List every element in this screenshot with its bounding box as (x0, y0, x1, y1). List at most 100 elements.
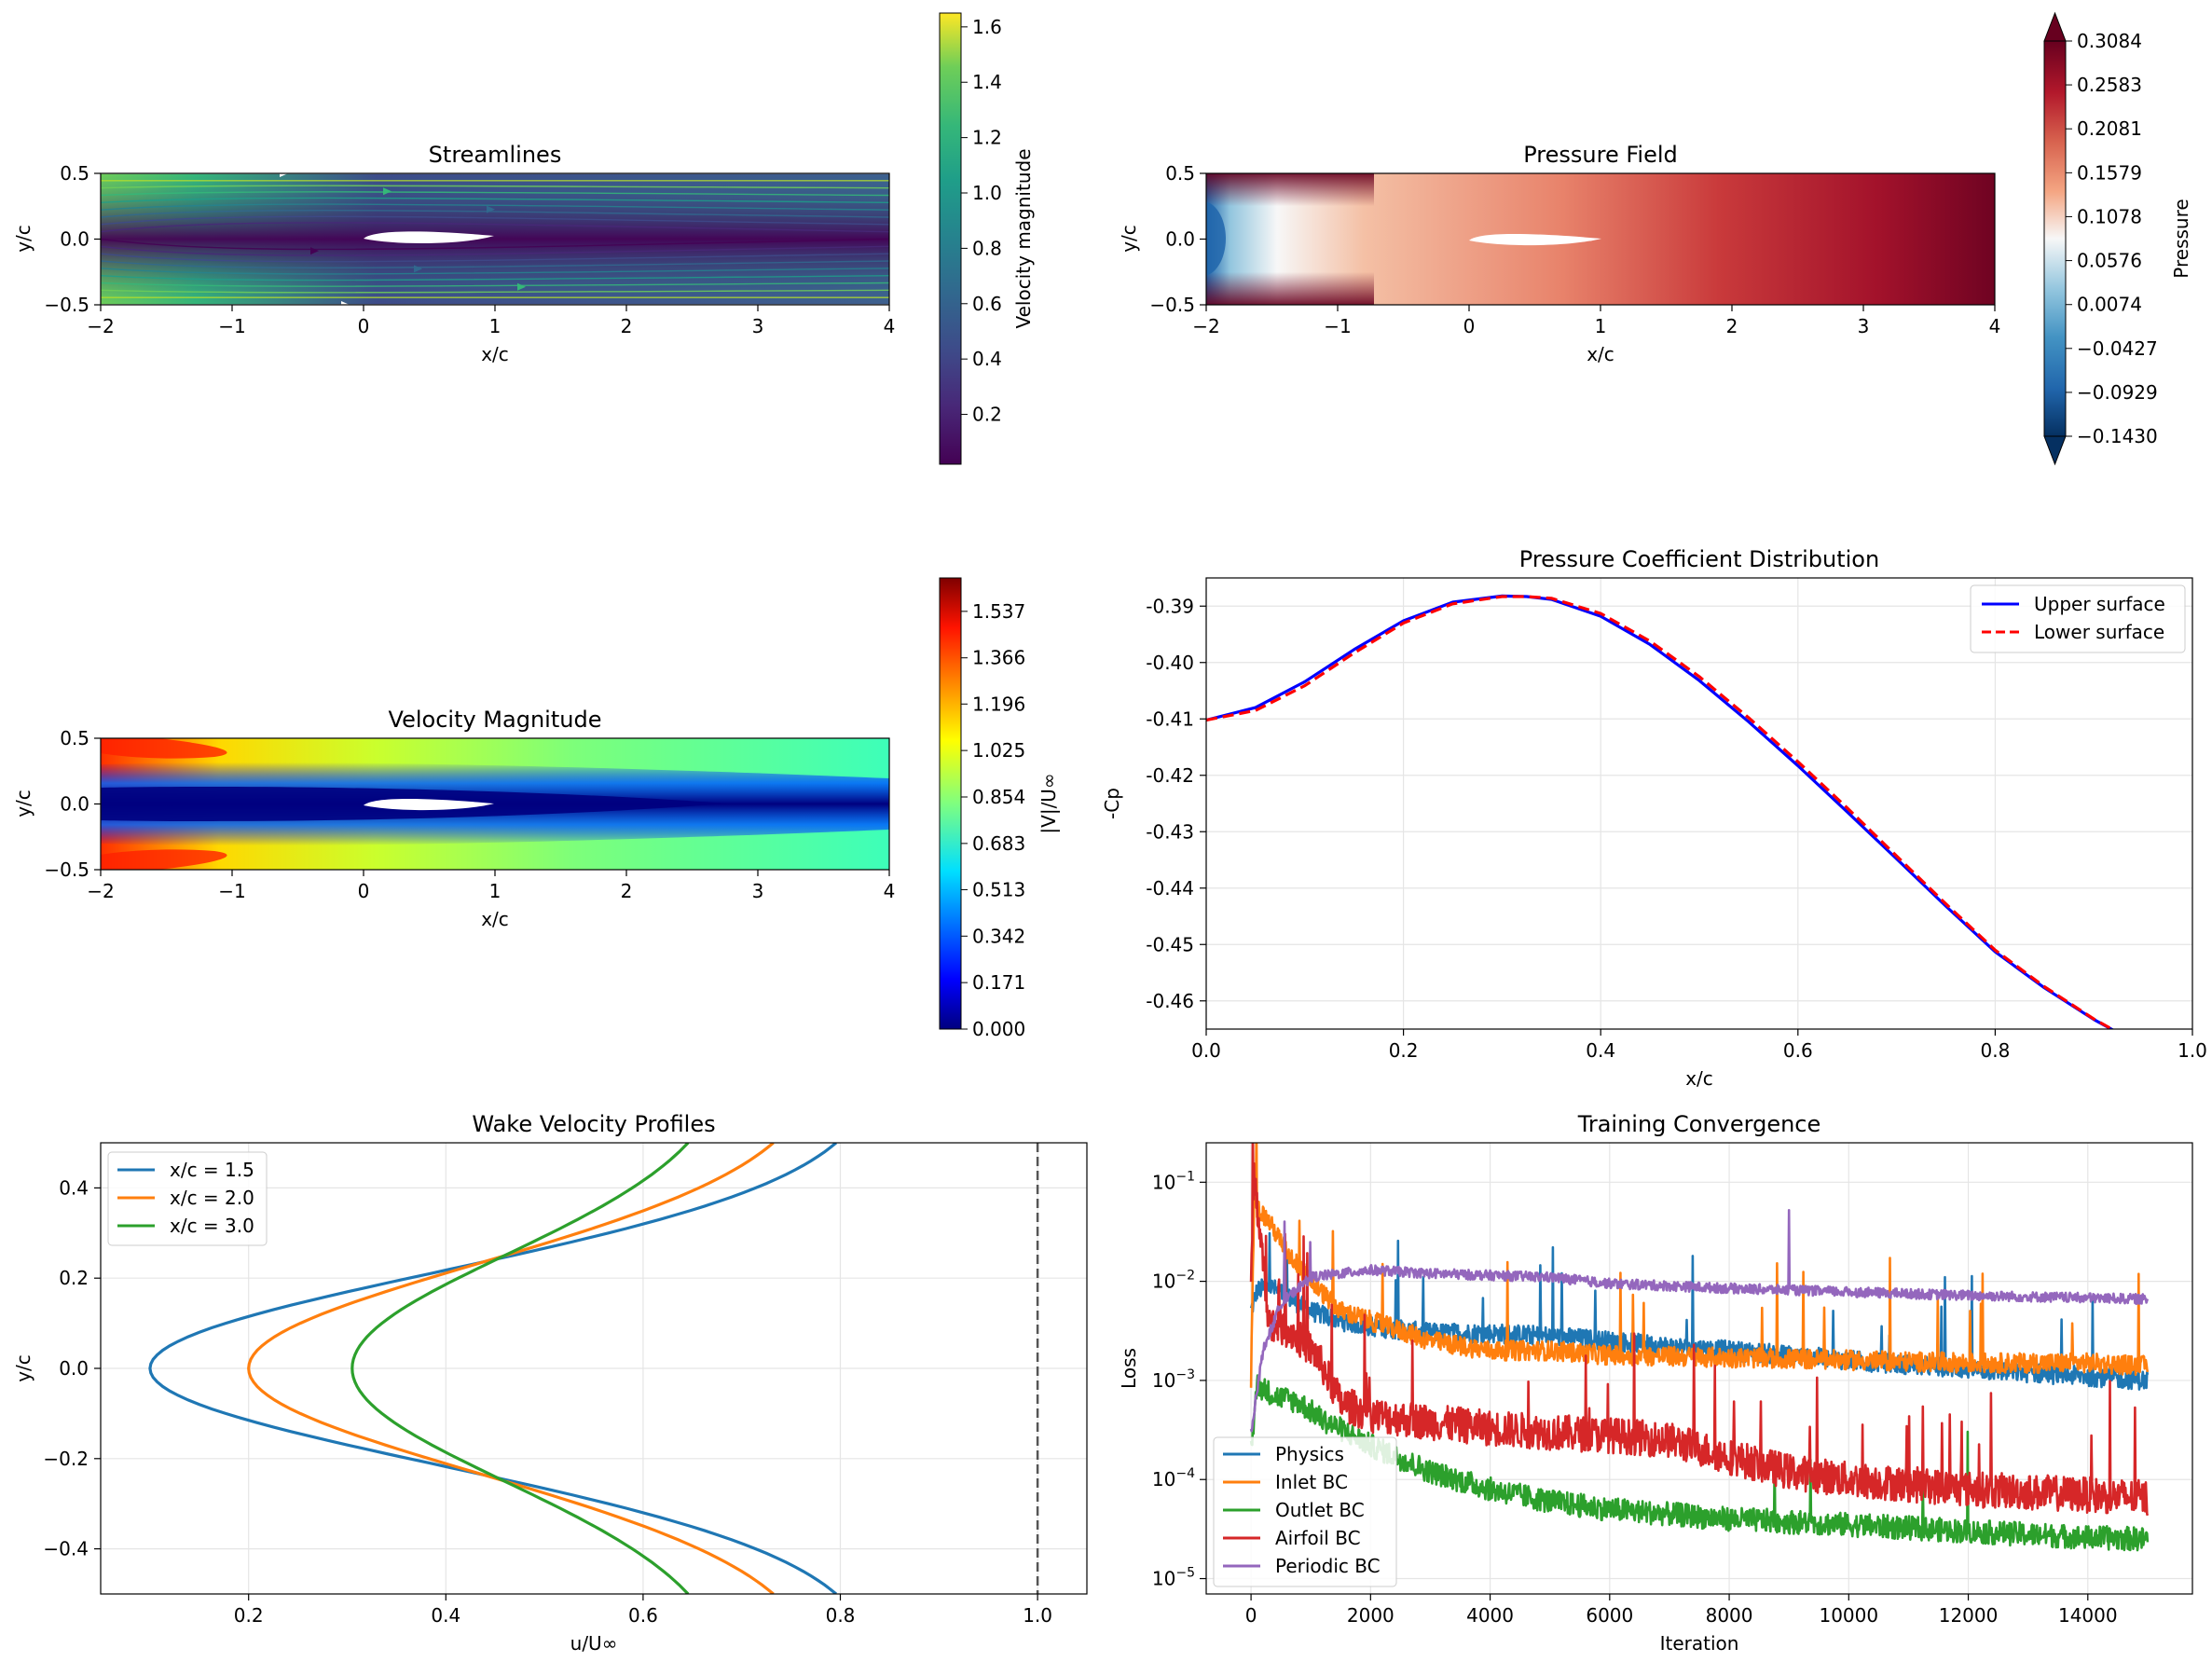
streamline-arrow (383, 187, 392, 196)
training-loss-line-3 (1249, 1374, 2150, 1552)
x-tick-label: 3 (752, 315, 764, 337)
velocity-magnitude-title: Velocity Magnitude (389, 707, 602, 733)
streamline-arrow (310, 247, 319, 255)
x-tick-label: 2 (621, 880, 633, 902)
colorbar-tick-label: −0.1430 (2077, 425, 2158, 447)
x-tick-label: 0.0 (1191, 1039, 1221, 1062)
streamline-arrow (341, 301, 350, 305)
colorbar-tick-label: 0.171 (972, 971, 1025, 994)
velocity-airfoil (364, 798, 494, 811)
cp-x-ticks: 0.0 0.2 0.4 0.6 0.8 1.0 (1191, 1029, 2207, 1062)
pressure-field-airfoil (1469, 233, 1601, 246)
pressure-field-title: Pressure Field (1523, 142, 1678, 168)
x-tick-label: 0 (358, 880, 370, 902)
colorbar-tick-label: 0.342 (972, 925, 1025, 947)
colorbar-tick-label: 0.6 (972, 293, 1002, 315)
streamlines-panel: Streamlines −2 −1 0 1 2 3 4 −0.5 0.0 0.5 x/c y/c… (12, 12, 1035, 465)
streamlines-x-ticks: −2 −1 0 1 2 3 4 (87, 305, 895, 337)
x-tick-label: −1 (218, 315, 245, 337)
y-tick-label: 10−5 (1152, 1566, 1195, 1590)
training-legend-label-4: Airfoil BC (1275, 1527, 1361, 1549)
x-tick-label: 1 (489, 315, 501, 337)
wake-profile-line-2 (247, 1143, 775, 1594)
training-series (1249, 1143, 2150, 1552)
streamline-arrow (517, 282, 526, 291)
y-tick-label: 0.5 (1165, 162, 1195, 185)
training-legend-label-3: Outlet BC (1275, 1499, 1365, 1521)
streamline (101, 274, 889, 282)
streamline (101, 245, 889, 256)
colorbar-tick-label: 1.0 (972, 182, 1002, 204)
y-tick-label: 10−4 (1152, 1466, 1195, 1490)
wake-legend-label-1: x/c = 1.5 (170, 1159, 254, 1181)
colorbar-tick-label: 0.683 (972, 832, 1025, 855)
colorbar-tick-label: 1.4 (972, 71, 1002, 93)
y-tick-label: 10−2 (1152, 1269, 1195, 1293)
x-tick-label: 8000 (1706, 1604, 1753, 1627)
y-tick-label: −0.5 (1149, 294, 1195, 316)
training-legend-label-2: Inlet BC (1275, 1471, 1348, 1493)
y-tick-label: -0.41 (1146, 707, 1194, 730)
y-tick-label: -0.44 (1146, 877, 1194, 900)
y-tick-label: -0.43 (1146, 820, 1194, 843)
colorbar-tick-label: 0.000 (972, 1018, 1025, 1040)
x-tick-label: 0.4 (431, 1604, 460, 1627)
cp-lower-surface-line (1206, 595, 2115, 1029)
velocity-colorbar-label: |V|/U∞ (1037, 773, 1060, 833)
y-tick-label: -0.42 (1146, 764, 1194, 787)
colorbar-tick-label: 0.513 (972, 878, 1025, 900)
x-tick-label: 6000 (1586, 1604, 1633, 1627)
y-tick-label: 0.0 (59, 1357, 89, 1380)
pressure-field-x-ticks: −2 −1 0 1 2 3 4 (1192, 305, 2000, 337)
streamlines-airfoil (364, 231, 494, 244)
streamline (101, 253, 889, 263)
velocity-y-ticks: −0.5 0.0 0.5 (44, 727, 101, 881)
x-tick-label: 0.2 (1389, 1039, 1419, 1062)
y-tick-label: 0.2 (59, 1267, 89, 1289)
velocity-x-ticks: −2 −1 0 1 2 3 4 (87, 870, 895, 902)
cp-upper-surface-line (1206, 594, 2115, 1029)
x-tick-label: 0 (1463, 315, 1476, 337)
x-tick-label: 2 (1726, 315, 1738, 337)
x-tick-label: 4 (884, 880, 896, 902)
x-tick-label: 2000 (1347, 1604, 1395, 1627)
colorbar-tick-label: 0.4 (972, 348, 1002, 370)
colorbar-tick-label: 1.6 (972, 16, 1002, 38)
wake-series (148, 1143, 838, 1594)
pressure-field-colorbar (2043, 40, 2067, 437)
velocity-colorbar-ticks: 1.537 1.366 1.196 1.025 0.854 0.683 0.513 0.342… (961, 600, 1025, 1040)
cp-panel: Pressure Coefficient Distribution 0.0 0.2… (1101, 546, 2207, 1090)
x-tick-label: 0.4 (1586, 1039, 1615, 1062)
training-xlabel: Iteration (1660, 1632, 1739, 1655)
y-tick-label: 0.4 (59, 1176, 89, 1199)
cp-legend: Upper surface Lower surface (1970, 584, 2186, 653)
streamlines-ylabel: y/c (12, 225, 34, 253)
streamline-arrow (280, 173, 288, 177)
colorbar-tick-label: 0.854 (972, 786, 1025, 808)
streamline-arrow (414, 265, 422, 273)
streamline-arrow (487, 205, 495, 213)
velocity-colorbar (939, 577, 962, 1030)
y-tick-label: −0.4 (43, 1538, 89, 1560)
training-x-ticks: 0 2000 4000 6000 8000 10000 12000 14000 (1245, 1594, 2118, 1627)
training-axes-frame (1205, 1142, 2193, 1595)
pressure-colorbar-bottom-extend (2043, 435, 2067, 466)
x-tick-label: 14000 (2058, 1604, 2118, 1627)
wake-x-ticks: 0.2 0.4 0.6 0.8 1.0 (234, 1594, 1052, 1627)
training-legend: Physics Inlet BC Outlet BC Airfoil BC Pe… (1213, 1436, 1397, 1587)
colorbar-tick-label: 0.2 (972, 404, 1002, 426)
colorbar-tick-label: −0.0427 (2077, 337, 2158, 360)
pressure-field-edges (1206, 173, 1374, 305)
wake-y-ticks: 0.4 0.2 0.0 −0.2 −0.4 (43, 1176, 101, 1560)
training-title: Training Convergence (1577, 1111, 1821, 1137)
streamlines-colorbar-label: Velocity magnitude (1012, 149, 1035, 329)
streamline (101, 238, 889, 251)
colorbar-tick-label: 1.366 (972, 647, 1025, 669)
x-tick-label: 0.2 (234, 1604, 264, 1627)
colorbar-tick-label: 0.1078 (2077, 205, 2142, 227)
x-tick-label: −1 (1324, 315, 1351, 337)
colorbar-tick-label: 0.0576 (2077, 250, 2142, 272)
x-tick-label: 3 (1858, 315, 1870, 337)
x-tick-label: 4 (884, 315, 896, 337)
